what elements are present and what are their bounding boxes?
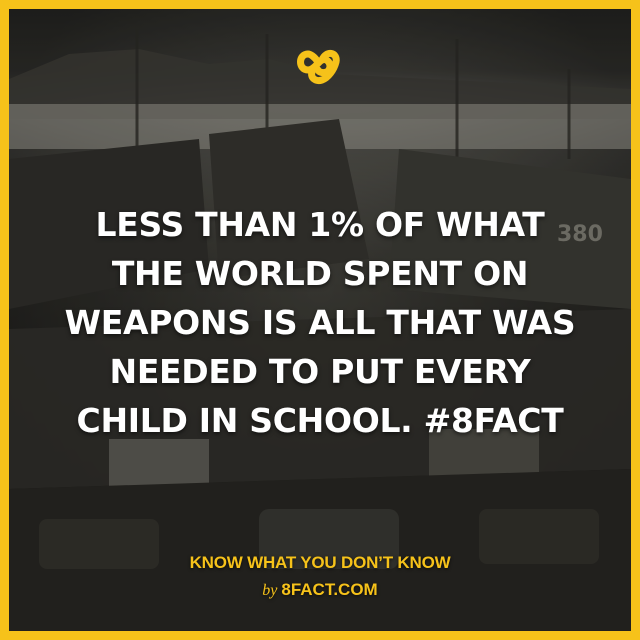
harbor-scene: 380 xyxy=(9,9,631,631)
background-photo: 380 xyxy=(9,9,631,631)
fact-line: THE WORLD SPENT ON xyxy=(111,254,529,293)
fact-line: WEAPONS IS ALL THAT WAS xyxy=(64,303,576,342)
fact-line: NEEDED TO PUT EVERY xyxy=(109,352,531,391)
infinity-eight-logo-icon xyxy=(292,40,344,92)
fact-line: CHILD IN SCHOOL. #8FACT xyxy=(76,401,564,440)
byline: by 8FACT.COM xyxy=(0,580,640,600)
tagline: KNOW WHAT YOU DON’T KNOW xyxy=(189,553,451,572)
fact-line: LESS THAN 1% OF WHAT xyxy=(95,205,545,244)
fact-text: LESS THAN 1% OF WHAT THE WORLD SPENT ON … xyxy=(20,200,620,445)
hull-number: 380 xyxy=(557,222,603,247)
site-link[interactable]: 8FACT.COM xyxy=(281,580,378,599)
byline-by: by xyxy=(262,582,278,599)
